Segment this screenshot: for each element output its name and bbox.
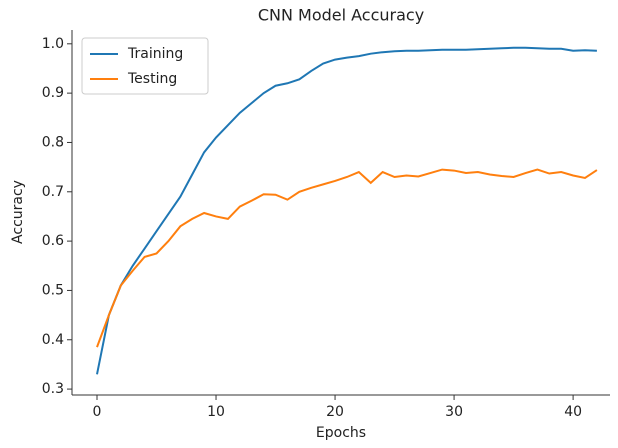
y-tick-label: 0.5 <box>42 282 64 298</box>
y-tick-label: 0.8 <box>42 134 64 150</box>
legend-label: Testing <box>127 71 177 87</box>
x-axis-label: Epochs <box>316 425 366 441</box>
x-tick-label: 40 <box>564 404 582 420</box>
y-tick-label: 0.3 <box>42 381 64 397</box>
y-tick-label: 0.6 <box>42 233 64 249</box>
y-axis-label: Accuracy <box>10 180 26 244</box>
legend-label: Training <box>127 46 183 62</box>
line-series <box>96 168 598 348</box>
y-tick-label: 1.0 <box>42 36 64 52</box>
x-tick-label: 0 <box>93 404 102 420</box>
x-tick-label: 10 <box>207 404 225 420</box>
y-tick-label: 0.4 <box>42 332 64 348</box>
x-tick-label: 30 <box>445 404 463 420</box>
line-series <box>96 46 597 375</box>
y-tick-label: 0.7 <box>42 184 64 200</box>
chart-title: CNN Model Accuracy <box>258 6 424 25</box>
x-tick-label: 20 <box>326 404 344 420</box>
y-tick-label: 0.9 <box>42 85 64 101</box>
